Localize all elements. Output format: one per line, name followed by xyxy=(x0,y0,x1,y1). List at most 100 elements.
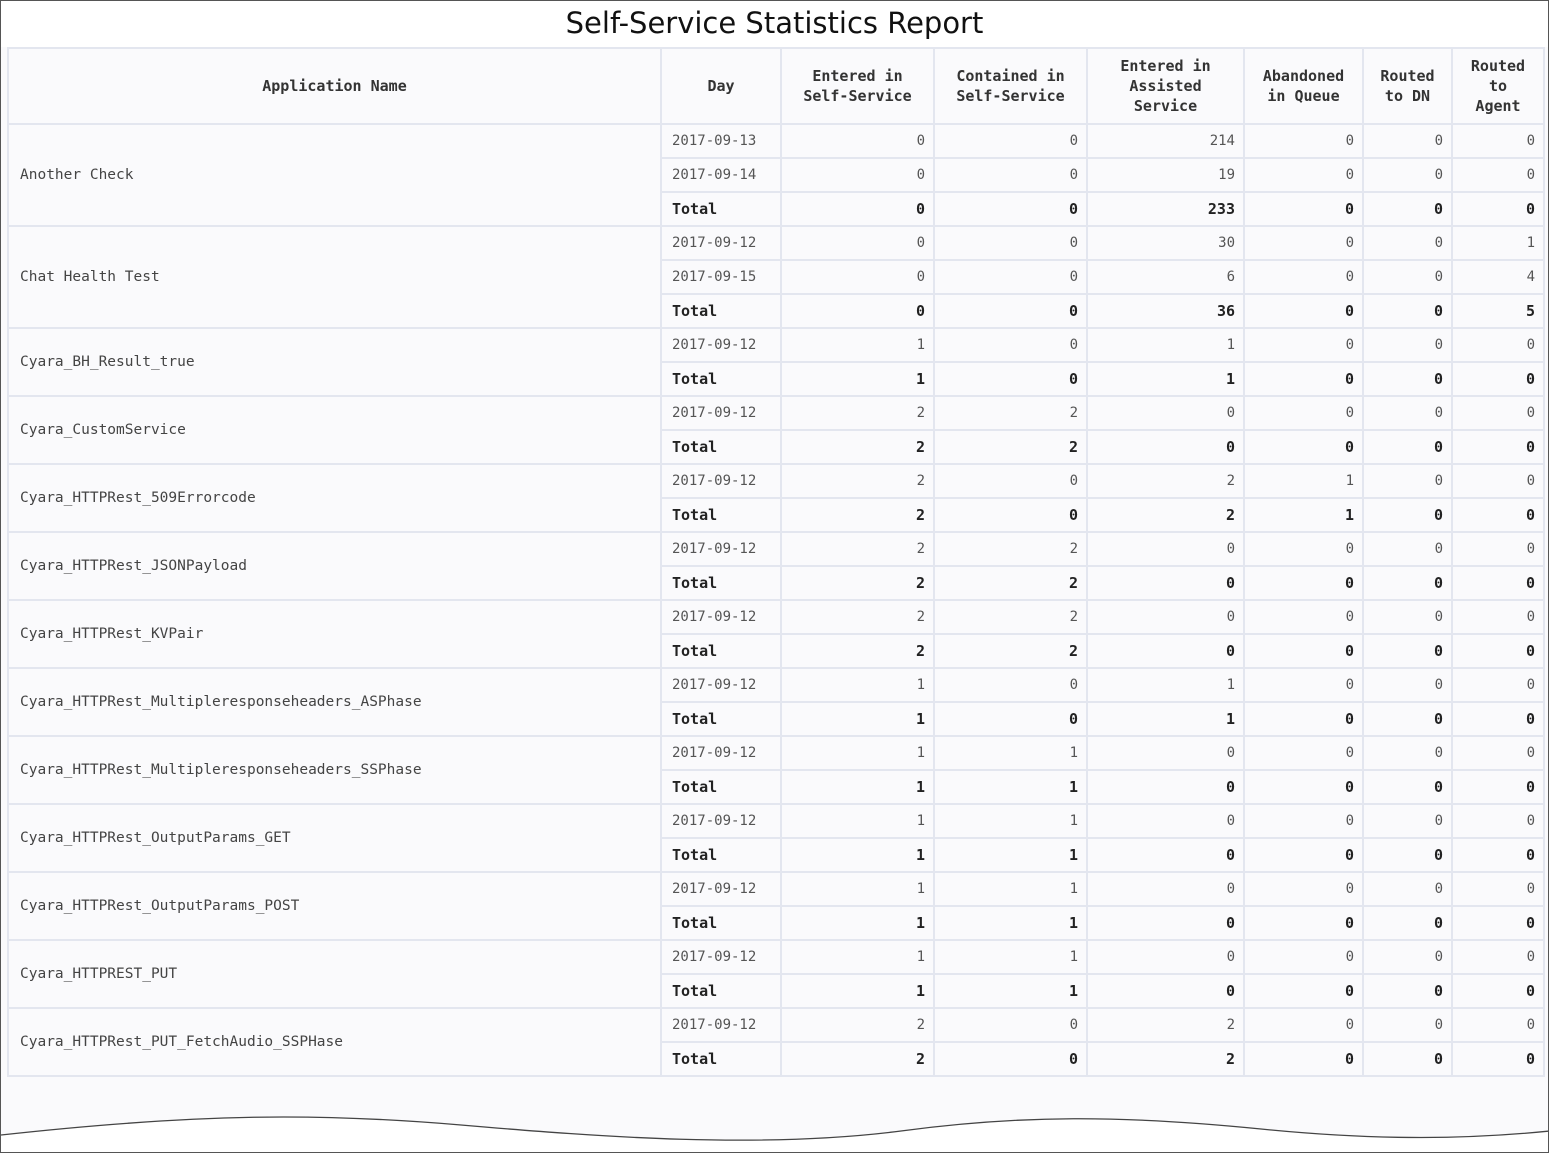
routed-to-dn-cell: 0 xyxy=(1362,565,1453,601)
contained-self-service-cell: 1 xyxy=(933,939,1088,975)
col-header-contained-self-service[interactable]: Contained in Self-Service xyxy=(933,47,1088,125)
routed-to-dn-cell: 0 xyxy=(1362,599,1453,635)
day-cell: 2017-09-12 xyxy=(660,599,782,635)
col-header-day[interactable]: Day xyxy=(660,47,782,125)
total-row: Total 0 0 233 0 0 0 xyxy=(8,191,1545,227)
entered-assisted-service-cell: 2 xyxy=(1086,463,1245,499)
routed-to-agent-cell: 4 xyxy=(1451,259,1545,295)
routed-to-dn-cell: 0 xyxy=(1362,327,1453,363)
routed-to-agent-cell: 0 xyxy=(1451,1041,1545,1077)
contained-self-service-cell: 2 xyxy=(933,531,1088,567)
table-row: 2017-09-14 0 0 19 0 0 0 xyxy=(8,157,1545,193)
table-row: Cyara_HTTPRest_Multipleresponseheaders_S… xyxy=(7,735,1545,805)
table-row: Cyara_HTTPREST_PUT 2017-09-12 1 1 0 0 0 0 xyxy=(7,939,1545,1009)
day-cell: 2017-09-12 xyxy=(660,803,782,839)
entered-assisted-service-cell: 0 xyxy=(1086,531,1245,567)
abandoned-in-queue-cell: 0 xyxy=(1243,259,1364,295)
entered-self-service-cell: 1 xyxy=(780,735,935,771)
entered-assisted-service-cell: 0 xyxy=(1086,633,1245,669)
contained-self-service-cell: 0 xyxy=(933,1041,1088,1077)
contained-self-service-cell: 1 xyxy=(933,837,1088,873)
abandoned-in-queue-cell: 0 xyxy=(1243,939,1364,975)
page-tear-edge xyxy=(1,1116,1548,1152)
table-row: Cyara_HTTPRest_OutputParams_POST 2017-09-… xyxy=(7,871,1545,941)
entered-self-service-cell: 1 xyxy=(780,803,935,839)
routed-to-agent-cell: 0 xyxy=(1451,429,1545,465)
entered-assisted-service-cell: 0 xyxy=(1086,599,1245,635)
total-row: Total 2 2 0 0 0 0 xyxy=(8,633,1545,669)
routed-to-dn-cell: 0 xyxy=(1362,803,1453,839)
abandoned-in-queue-cell: 0 xyxy=(1243,837,1364,873)
abandoned-in-queue-cell: 1 xyxy=(1243,463,1364,499)
routed-to-dn-cell: 0 xyxy=(1362,837,1453,873)
routed-to-agent-cell: 0 xyxy=(1451,1007,1545,1043)
application-name-cell: Cyara_BH_Result_true xyxy=(7,327,662,397)
entered-assisted-service-cell: 19 xyxy=(1086,157,1245,193)
abandoned-in-queue-cell: 0 xyxy=(1243,633,1364,669)
col-header-application-name[interactable]: Application Name xyxy=(7,47,662,125)
contained-self-service-cell: 0 xyxy=(933,259,1088,295)
abandoned-in-queue-cell: 0 xyxy=(1243,429,1364,465)
application-name-cell: Cyara_HTTPRest_JSONPayload xyxy=(7,531,662,601)
day-cell: 2017-09-12 xyxy=(660,871,782,907)
routed-to-dn-cell: 0 xyxy=(1362,1041,1453,1077)
entered-self-service-cell: 0 xyxy=(780,225,935,261)
routed-to-agent-cell: 0 xyxy=(1451,905,1545,941)
abandoned-in-queue-cell: 0 xyxy=(1243,973,1364,1009)
contained-self-service-cell: 0 xyxy=(933,497,1088,533)
contained-self-service-cell: 2 xyxy=(933,599,1088,635)
contained-self-service-cell: 0 xyxy=(933,293,1088,329)
routed-to-agent-cell: 0 xyxy=(1451,463,1545,499)
abandoned-in-queue-cell: 0 xyxy=(1243,803,1364,839)
routed-to-agent-cell: 0 xyxy=(1451,123,1545,159)
routed-to-agent-cell: 0 xyxy=(1451,599,1545,635)
col-header-routed-to-agent[interactable]: Routed to Agent xyxy=(1451,47,1545,125)
abandoned-in-queue-cell: 0 xyxy=(1243,769,1364,805)
routed-to-dn-cell: 0 xyxy=(1362,531,1453,567)
entered-self-service-cell: 1 xyxy=(780,769,935,805)
routed-to-agent-cell: 0 xyxy=(1451,939,1545,975)
table-row: Cyara_CustomService 2017-09-12 2 2 0 0 0 0 xyxy=(7,395,1545,465)
routed-to-dn-cell: 0 xyxy=(1362,633,1453,669)
routed-to-agent-cell: 0 xyxy=(1451,191,1545,227)
col-header-entered-self-service[interactable]: Entered in Self-Service xyxy=(780,47,935,125)
entered-self-service-cell: 2 xyxy=(780,531,935,567)
total-label-cell: Total xyxy=(660,293,782,329)
col-header-entered-assisted-service[interactable]: Entered in Assisted Service xyxy=(1086,47,1245,125)
entered-self-service-cell: 2 xyxy=(780,497,935,533)
routed-to-agent-cell: 1 xyxy=(1451,225,1545,261)
col-header-abandoned-in-queue[interactable]: Abandoned in Queue xyxy=(1243,47,1364,125)
entered-assisted-service-cell: 30 xyxy=(1086,225,1245,261)
entered-self-service-cell: 2 xyxy=(780,565,935,601)
routed-to-dn-cell: 0 xyxy=(1362,905,1453,941)
application-name-cell: Another Check xyxy=(7,123,662,227)
routed-to-agent-cell: 0 xyxy=(1451,633,1545,669)
table-row: Cyara_HTTPRest_JSONPayload 2017-09-12 2 2 0 0… xyxy=(7,531,1545,601)
application-name-cell: Chat Health Test xyxy=(7,225,662,329)
abandoned-in-queue-cell: 0 xyxy=(1243,565,1364,601)
col-header-routed-to-dn[interactable]: Routed to DN xyxy=(1362,47,1453,125)
entered-assisted-service-cell: 0 xyxy=(1086,837,1245,873)
contained-self-service-cell: 1 xyxy=(933,769,1088,805)
entered-assisted-service-cell: 233 xyxy=(1086,191,1245,227)
entered-assisted-service-cell: 0 xyxy=(1086,939,1245,975)
entered-self-service-cell: 2 xyxy=(780,429,935,465)
day-cell: 2017-09-12 xyxy=(660,1007,782,1043)
entered-self-service-cell: 1 xyxy=(780,837,935,873)
entered-assisted-service-cell: 2 xyxy=(1086,1007,1245,1043)
abandoned-in-queue-cell: 0 xyxy=(1243,1041,1364,1077)
total-row: Total 1 1 0 0 0 0 xyxy=(8,973,1545,1009)
application-name-cell: Cyara_HTTPREST_PUT xyxy=(7,939,662,1009)
contained-self-service-cell: 2 xyxy=(933,429,1088,465)
total-row: Total 2 0 2 1 0 0 xyxy=(8,497,1545,533)
contained-self-service-cell: 0 xyxy=(933,123,1088,159)
contained-self-service-cell: 0 xyxy=(933,667,1088,703)
table-row: Cyara_HTTPRest_KVPair 2017-09-12 2 2 0 0 0 0 xyxy=(7,599,1545,669)
day-cell: 2017-09-12 xyxy=(660,395,782,431)
entered-assisted-service-cell: 6 xyxy=(1086,259,1245,295)
entered-assisted-service-cell: 0 xyxy=(1086,565,1245,601)
entered-assisted-service-cell: 0 xyxy=(1086,769,1245,805)
total-row: Total 1 1 0 0 0 0 xyxy=(8,769,1545,805)
contained-self-service-cell: 0 xyxy=(933,1007,1088,1043)
application-name-cell: Cyara_CustomService xyxy=(7,395,662,465)
